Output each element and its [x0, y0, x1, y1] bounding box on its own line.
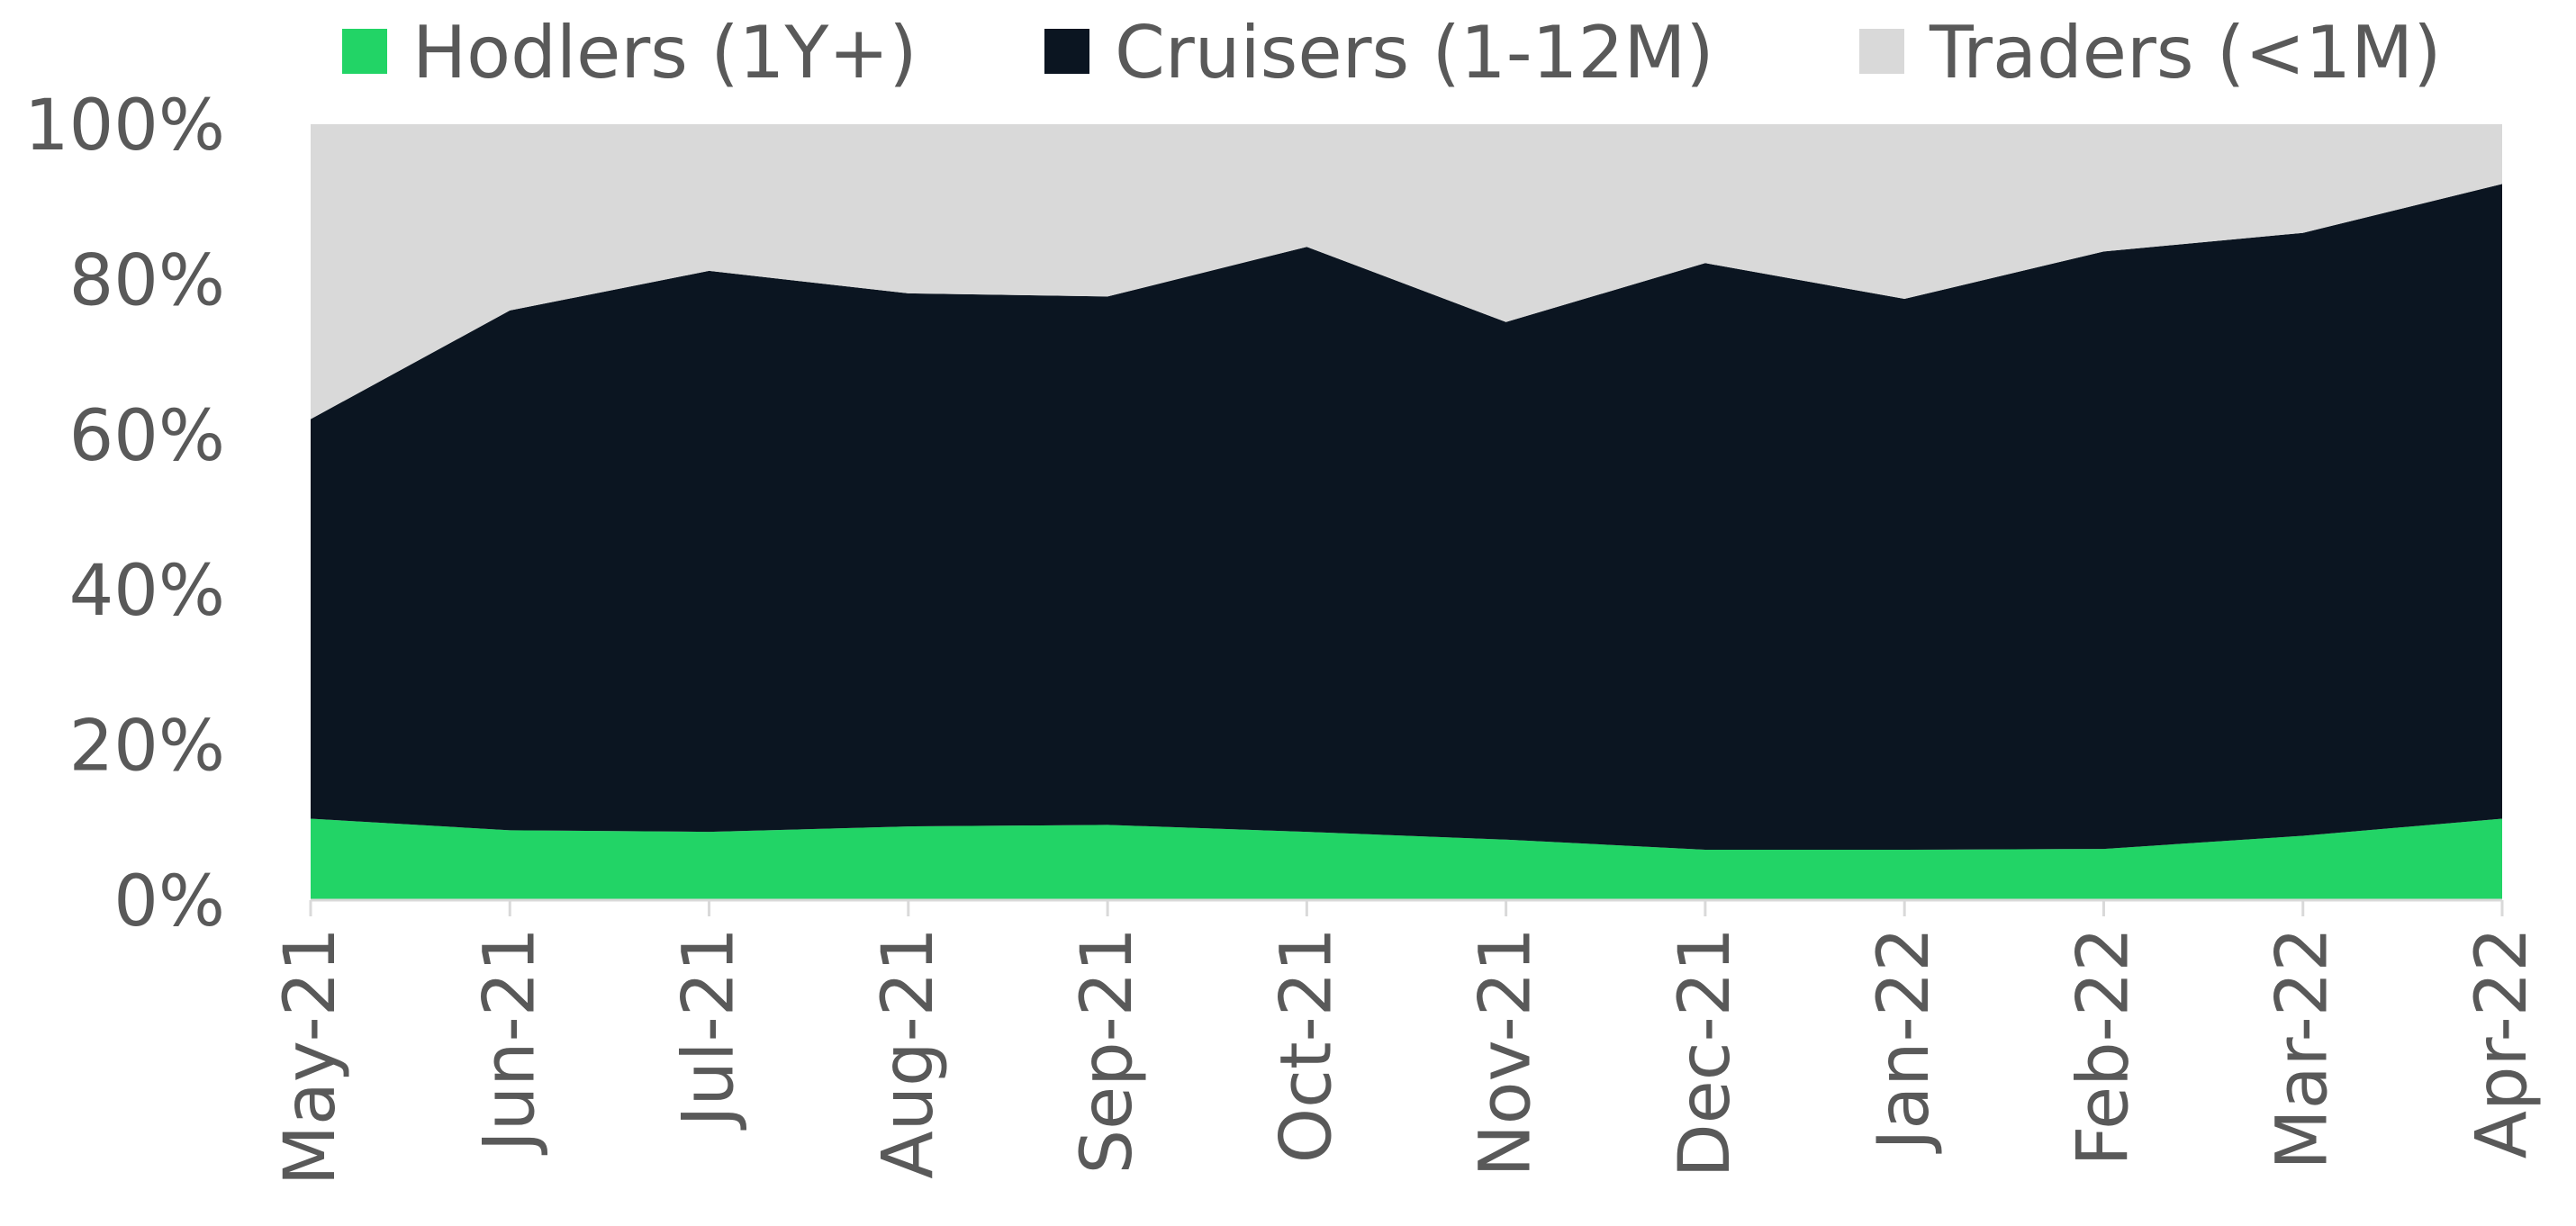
- x-tick-label: Mar-22: [2263, 927, 2344, 1170]
- y-tick-label: 80%: [69, 240, 225, 321]
- y-tick-label: 40%: [69, 551, 225, 632]
- legend-label: Traders (<1M): [1929, 11, 2441, 95]
- area-series-2: [311, 184, 2502, 850]
- y-axis: 0% 20% 40% 60% 80% 100%: [24, 86, 225, 942]
- legend-swatch: [1859, 29, 1904, 74]
- x-tick-label: Apr-22: [2462, 927, 2543, 1158]
- x-tick-label: Jan-22: [1864, 927, 1945, 1155]
- y-tick-label: 20%: [69, 707, 225, 788]
- x-tick-label: Nov-21: [1466, 927, 1547, 1177]
- x-tick-label: Aug-21: [868, 927, 949, 1179]
- x-axis: May-21 Jun-21 Jul-21 Aug-21 Sep-21 Oct-21 Nov-…: [270, 898, 2543, 1185]
- y-tick-label: 100%: [24, 86, 225, 167]
- plot-areas: [311, 124, 2502, 900]
- legend-swatch: [342, 29, 387, 74]
- x-tick-label: May-21: [270, 927, 351, 1185]
- x-tick-label: Jul-21: [669, 927, 750, 1131]
- area-series-1: [311, 818, 2502, 900]
- x-tick-label: Sep-21: [1067, 927, 1148, 1174]
- legend: Hodlers (1Y+) Cruisers (1-12M) Traders (<1…: [342, 11, 2441, 95]
- x-tick-label: Jun-21: [469, 927, 550, 1156]
- x-tick-label: Feb-22: [2064, 927, 2145, 1167]
- x-tick-label: Dec-21: [1665, 927, 1746, 1177]
- legend-label: Cruisers (1-12M): [1115, 11, 1714, 95]
- x-tick-label: Oct-21: [1266, 927, 1347, 1163]
- y-tick-label: 0%: [113, 861, 225, 942]
- y-tick-label: 60%: [69, 396, 225, 477]
- area-series-3: [311, 124, 2502, 419]
- legend-label: Hodlers (1Y+): [412, 11, 917, 95]
- legend-swatch: [1044, 29, 1089, 74]
